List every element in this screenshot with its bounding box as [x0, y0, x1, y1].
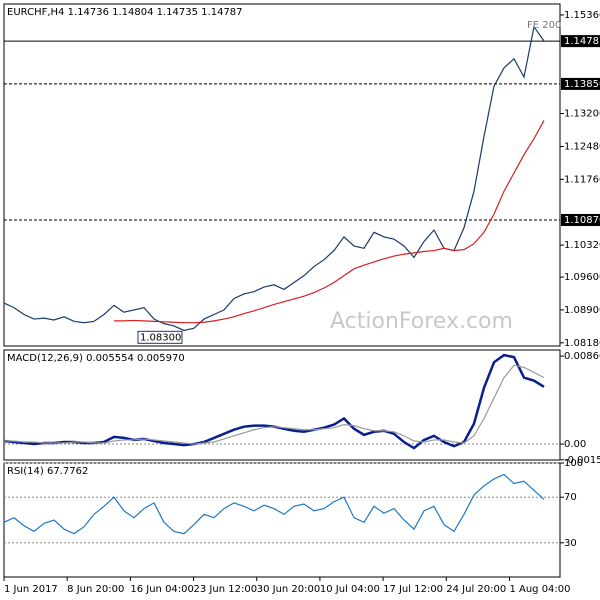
level-label: 1.10870 — [564, 215, 600, 226]
y-tick-label: 1.10320 — [564, 240, 600, 251]
y-tick-label: 100 — [564, 458, 583, 469]
y-tick-label: 0.00 — [564, 439, 586, 450]
y-tick-label: 0.008606 — [564, 351, 600, 362]
series-line — [3, 473, 545, 535]
annotation: FE 200 — [527, 20, 561, 31]
panel-title: EURCHF,H4 1.14736 1.14804 1.14735 1.1478… — [7, 7, 243, 18]
level-label-box — [561, 213, 600, 226]
x-tick-label: 8 Jun 20:00 — [67, 584, 124, 595]
series-line — [3, 353, 545, 450]
panel-frame — [3, 462, 561, 578]
y-tick-label: 1.15360 — [564, 10, 600, 21]
y-tick-label: 70 — [564, 492, 577, 503]
y-tick-label: 1.09600 — [564, 272, 600, 283]
low-label-box — [137, 330, 183, 344]
panel-frame — [3, 3, 561, 347]
panel-title: MACD(12,26,9) 0.005554 0.005970 — [7, 353, 185, 364]
watermark: ActionForex.com — [330, 309, 513, 334]
series-line — [4, 364, 545, 445]
y-tick-label: 1.11760 — [564, 174, 600, 185]
x-tick-label: 16 Jun 04:00 — [130, 584, 194, 595]
low-label: 1.08300 — [140, 332, 181, 343]
y-tick-label: -0.001541 — [564, 455, 600, 466]
y-tick-label: 1.12480 — [564, 141, 600, 152]
series-line — [3, 25, 545, 332]
level-label: 1.14787 — [564, 36, 600, 47]
level-label-box — [561, 77, 600, 90]
x-tick-label: 23 Jun 12:00 — [194, 584, 258, 595]
level-label: 1.13850 — [564, 79, 600, 90]
x-tick-label: 17 Jul 12:00 — [383, 584, 443, 595]
series-line — [114, 120, 545, 324]
y-tick-label: 30 — [564, 538, 577, 549]
x-tick-label: 24 Jul 20:00 — [446, 584, 506, 595]
x-tick-label: 30 Jun 20:00 — [257, 584, 321, 595]
panel-frame — [3, 349, 561, 461]
x-tick-label: 10 Jul 04:00 — [320, 584, 380, 595]
y-tick-label: 1.08900 — [564, 305, 600, 316]
x-tick-label: 1 Aug 04:00 — [509, 584, 570, 595]
panel-title: RSI(14) 67.7762 — [7, 466, 88, 477]
x-tick-label: 1 Jun 2017 — [4, 584, 58, 595]
y-tick-label: 1.08180 — [564, 338, 600, 349]
level-label-box — [561, 35, 600, 48]
y-tick-label: 1.13200 — [564, 109, 600, 120]
